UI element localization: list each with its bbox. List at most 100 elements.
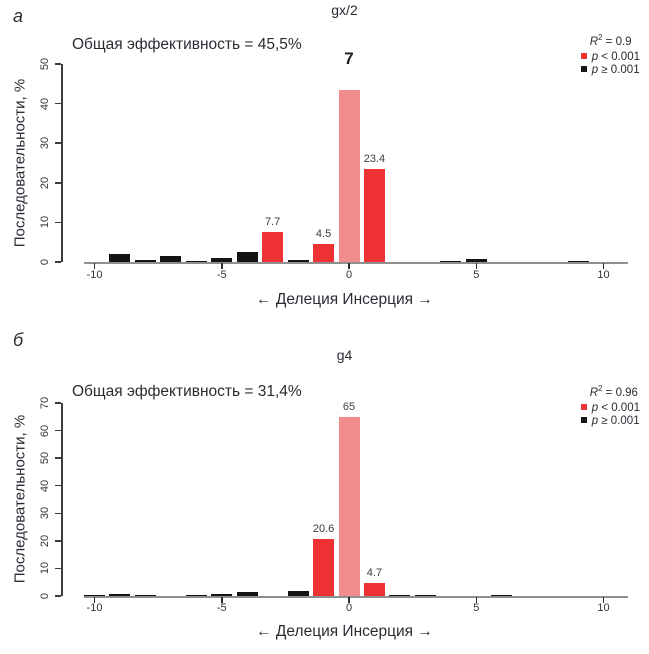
- x-tick: [602, 597, 605, 603]
- y-tick: [55, 595, 61, 597]
- p-symbol: p: [591, 415, 599, 427]
- bar: [84, 595, 105, 596]
- r2-superscript: 2: [598, 33, 603, 43]
- legend-item-label: ≥ 0.001: [598, 415, 640, 427]
- x-tick: [93, 263, 96, 269]
- bar: [440, 261, 462, 262]
- y-tick: [55, 457, 61, 459]
- x-tick: [348, 263, 350, 269]
- y-tick-label: 30: [39, 137, 51, 150]
- bar: [414, 595, 436, 596]
- y-tick: [55, 484, 61, 487]
- bar: [160, 255, 182, 262]
- x-tick-label: 10: [597, 269, 610, 281]
- y-tick: [55, 142, 61, 144]
- bar: [211, 257, 233, 262]
- bar: [338, 416, 360, 596]
- chart-title: gx/2: [331, 2, 358, 18]
- x-tick: [93, 597, 96, 603]
- bar: [491, 594, 513, 596]
- plot-area: 0 10 20 30 40 50 60 70 -10 -5 0 5 10 20.6 65 4.7: [0, 327, 649, 654]
- y-tick-label: 0: [39, 258, 51, 266]
- x-tick-label: 0: [345, 269, 353, 281]
- x-axis-label: ← Делеция Инсерция →: [256, 623, 433, 640]
- bar: [313, 244, 335, 262]
- bar-value-label: 65: [342, 400, 356, 413]
- y-tick: [55, 261, 61, 263]
- bar: [109, 593, 131, 596]
- y-tick: [55, 540, 61, 542]
- y-tick-label: 10: [39, 562, 51, 575]
- y-tick-label: 20: [39, 176, 51, 189]
- y-tick-label: 50: [39, 452, 51, 465]
- x-tick: [348, 597, 350, 603]
- bar: [567, 260, 589, 262]
- x-tick-label: -10: [86, 269, 103, 281]
- legend-item-label: < 0.001: [598, 50, 640, 63]
- bar: [465, 258, 487, 262]
- bar: [262, 231, 284, 262]
- bar: [338, 89, 360, 262]
- y-axis-line: [61, 64, 63, 262]
- legend: R2 = 0.96 p < 0.001 p ≥ 0.001: [580, 384, 640, 429]
- efficiency-text: Общая эффективность = 45,5%: [72, 36, 302, 53]
- x-tick: [221, 263, 223, 269]
- y-tick-label: 40: [39, 97, 51, 110]
- x-axis-line: [84, 596, 628, 598]
- x-axis-line: [84, 262, 628, 264]
- y-tick-label: 20: [39, 534, 51, 547]
- x-tick: [475, 263, 477, 269]
- r2-value: = 0.9: [602, 36, 632, 48]
- bar: [287, 260, 309, 262]
- y-tick: [55, 221, 61, 224]
- p-symbol: p: [591, 50, 599, 63]
- y-tick: [55, 182, 61, 184]
- r2-symbol: R: [589, 387, 599, 399]
- legend-swatch-red: [580, 403, 587, 410]
- bar: [109, 254, 131, 262]
- bar: [236, 252, 258, 262]
- y-tick-label: 0: [39, 592, 51, 600]
- x-tick-label: 5: [473, 602, 480, 614]
- bar: [363, 169, 385, 262]
- x-tick-label: 10: [597, 602, 610, 614]
- legend-swatch-black: [580, 417, 587, 423]
- bar-value-label: 4.5: [315, 228, 332, 241]
- r2-superscript: 2: [598, 384, 603, 394]
- legend-swatch-black: [580, 66, 587, 72]
- y-tick-label: 70: [39, 396, 51, 410]
- bar: [211, 594, 233, 596]
- bar-value-label: 7.7: [264, 215, 281, 228]
- x-tick-label: 0: [345, 602, 353, 614]
- x-tick-label: -5: [216, 602, 227, 614]
- r2-symbol: R: [589, 36, 599, 48]
- x-tick-label: -10: [86, 602, 103, 614]
- y-axis-line: [61, 403, 63, 596]
- bar: [287, 591, 309, 596]
- y-tick: [55, 402, 61, 404]
- y-tick: [55, 429, 61, 432]
- bar: [236, 592, 258, 596]
- p-symbol: p: [591, 64, 599, 76]
- efficiency-text: Общая эффективность = 31,4%: [72, 383, 302, 400]
- y-tick-label: 40: [39, 479, 51, 492]
- x-tick-label: -5: [216, 269, 227, 281]
- legend-item-significant: p < 0.001: [580, 401, 640, 416]
- legend: R2 = 0.9 p < 0.001 p ≥ 0.001: [580, 33, 640, 78]
- bar: [313, 539, 335, 596]
- y-tick: [55, 102, 61, 105]
- bar-value-label: 23.4: [363, 153, 386, 166]
- bar: [134, 595, 156, 596]
- bar: [389, 595, 411, 596]
- x-tick: [475, 597, 477, 603]
- y-tick-label: 60: [39, 424, 51, 437]
- y-tick: [55, 512, 61, 515]
- legend-swatch-red: [580, 52, 587, 59]
- panel-letter: а: [13, 6, 24, 26]
- y-tick: [55, 63, 61, 65]
- legend-item-label: < 0.001: [598, 401, 640, 414]
- bar-value-label: 4.7: [366, 567, 383, 580]
- r2-value: = 0.96: [602, 387, 638, 399]
- bar-value-label: 20.6: [312, 523, 335, 536]
- plot-area: 0 10 20 30 40 50 -10 -5 0 5 10 7.7 4.5 23.4 7: [39, 49, 628, 281]
